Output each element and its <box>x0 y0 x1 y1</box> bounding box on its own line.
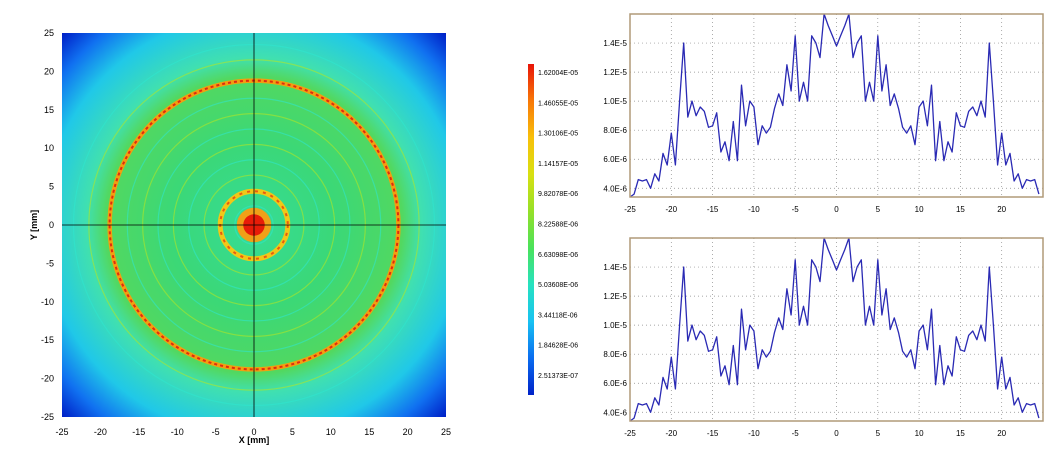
colorbar: 1.62004E-05 1.46055E-05 1.30106E-05 1.14157… <box>528 64 578 395</box>
y-tick-label: 1.2E-5 <box>603 292 627 301</box>
profile-chart-bottom: -25 -20 -15 -10 -5 0 5 10 15 20 4.0E-6 6.0E-6 8.0E-… <box>603 237 1044 438</box>
colorbar-label: 1.14157E-05 <box>538 161 578 168</box>
heatmap-y-tick-label: -10 <box>41 297 54 307</box>
colorbar-gradient <box>528 64 534 395</box>
colorbar-label: 5.03608E-06 <box>538 282 578 289</box>
x-tick-label: 10 <box>915 429 924 438</box>
colorbar-label: 1.46055E-05 <box>538 100 578 107</box>
y-tick-label: 1.0E-5 <box>603 321 627 330</box>
heatmap-y-tick-label: -15 <box>41 335 54 345</box>
x-tick-label: -20 <box>666 205 678 214</box>
x-tick-label: -10 <box>748 205 760 214</box>
y-tick-label: 1.0E-5 <box>603 97 627 106</box>
y-tick-label: 8.0E-6 <box>603 126 627 135</box>
heatmap-y-tick-label: -25 <box>41 412 54 422</box>
heatmap-y-tick-label: -20 <box>41 374 54 384</box>
profile-bottom-x-ticks: -25 -20 -15 -10 -5 0 5 10 15 20 <box>624 429 1006 438</box>
heatmap-y-ticks: 25 20 15 10 5 0 -5 -10 -15 -20 -25 <box>41 28 54 422</box>
heatmap-x-ticks: -25 -20 -15 -10 -5 0 5 10 15 20 25 <box>55 427 451 437</box>
profile-bottom-y-ticks: 4.0E-6 6.0E-6 8.0E-6 1.0E-5 1.2E-5 1.4E-5 <box>603 263 627 417</box>
profile-bottom-series <box>630 238 1040 421</box>
series-line <box>630 238 1040 421</box>
x-tick-label: 20 <box>997 429 1006 438</box>
y-tick-label: 4.0E-6 <box>603 184 627 193</box>
colorbar-label: 6.63098E-06 <box>538 252 578 259</box>
heatmap-y-tick-label: 15 <box>44 105 54 115</box>
y-tick-label: 4.0E-6 <box>603 408 627 417</box>
profile-top-grid <box>629 14 1043 197</box>
heatmap-y-tick-label: 0 <box>49 220 54 230</box>
profile-top-y-ticks: 4.0E-6 6.0E-6 8.0E-6 1.0E-5 1.2E-5 1.4E-5 <box>603 39 627 193</box>
profile-bottom-grid <box>629 238 1043 421</box>
y-tick-label: 8.0E-6 <box>603 350 627 359</box>
heatmap-x-tick-label: -10 <box>171 427 184 437</box>
x-tick-label: -10 <box>748 429 760 438</box>
colorbar-label: 9.82078E-06 <box>538 191 578 198</box>
y-tick-label: 1.2E-5 <box>603 68 627 77</box>
x-tick-label: 15 <box>956 429 965 438</box>
heatmap-x-tick-label: 5 <box>290 427 295 437</box>
profile-bottom-frame <box>629 237 1044 422</box>
x-tick-label: 20 <box>997 205 1006 214</box>
colorbar-label: 2.51373E-07 <box>538 373 578 380</box>
y-tick-label: 1.4E-5 <box>603 263 627 272</box>
heatmap-y-tick-label: -5 <box>46 258 54 268</box>
x-tick-label: -25 <box>624 205 636 214</box>
x-tick-label: -5 <box>792 205 800 214</box>
heatmap-x-tick-label: 10 <box>326 427 336 437</box>
heatmap-y-axis-label: Y [mm] <box>29 210 39 240</box>
heatmap-x-tick-label: 15 <box>364 427 374 437</box>
x-tick-label: -15 <box>707 429 719 438</box>
x-tick-label: 15 <box>956 205 965 214</box>
heatmap-y-tick-label: 5 <box>49 182 54 192</box>
heatmap-x-tick-label: 25 <box>441 427 451 437</box>
heatmap-y-tick-label: 25 <box>44 28 54 38</box>
x-tick-label: 0 <box>834 429 839 438</box>
profile-top-series <box>630 14 1040 197</box>
heatmap-chart: -25 -20 -15 -10 -5 0 5 10 15 20 25 25 20 15 10 5 0 -5 -10… <box>29 28 451 445</box>
heatmap-y-tick-label: 10 <box>44 143 54 153</box>
x-tick-label: -25 <box>624 429 636 438</box>
profile-chart-top: -25 -20 -15 -10 -5 0 5 10 15 20 4.0E-6 6.0E-6 8.0E-… <box>603 13 1044 214</box>
heatmap-x-tick-label: -20 <box>94 427 107 437</box>
heatmap-x-tick-label: -15 <box>132 427 145 437</box>
y-tick-label: 6.0E-6 <box>603 155 627 164</box>
colorbar-label: 1.62004E-05 <box>538 70 578 77</box>
profile-top-frame <box>629 13 1044 198</box>
y-tick-label: 1.4E-5 <box>603 39 627 48</box>
x-tick-label: 5 <box>876 205 881 214</box>
profile-top-x-ticks: -25 -20 -15 -10 -5 0 5 10 15 20 <box>624 205 1006 214</box>
colorbar-label: 3.44118E-06 <box>538 312 578 319</box>
colorbar-label: 1.30106E-05 <box>538 131 578 138</box>
colorbar-label: 8.22588E-06 <box>538 222 578 229</box>
heatmap-x-axis-label: X [mm] <box>239 435 270 445</box>
x-tick-label: -15 <box>707 205 719 214</box>
x-tick-label: 10 <box>915 205 924 214</box>
colorbar-label: 1.84628E-06 <box>538 343 578 350</box>
x-tick-label: 5 <box>876 429 881 438</box>
x-tick-label: -5 <box>792 429 800 438</box>
x-tick-label: -20 <box>666 429 678 438</box>
heatmap-x-tick-label: 0 <box>251 427 256 437</box>
heatmap-x-tick-label: -25 <box>55 427 68 437</box>
heatmap-x-tick-label: -5 <box>212 427 220 437</box>
x-tick-label: 0 <box>834 205 839 214</box>
colorbar-labels: 1.62004E-05 1.46055E-05 1.30106E-05 1.14157… <box>538 70 578 380</box>
y-tick-label: 6.0E-6 <box>603 379 627 388</box>
series-line <box>630 14 1040 197</box>
heatmap-plot <box>62 33 446 417</box>
heatmap-y-tick-label: 20 <box>44 66 54 76</box>
heatmap-x-tick-label: 20 <box>403 427 413 437</box>
